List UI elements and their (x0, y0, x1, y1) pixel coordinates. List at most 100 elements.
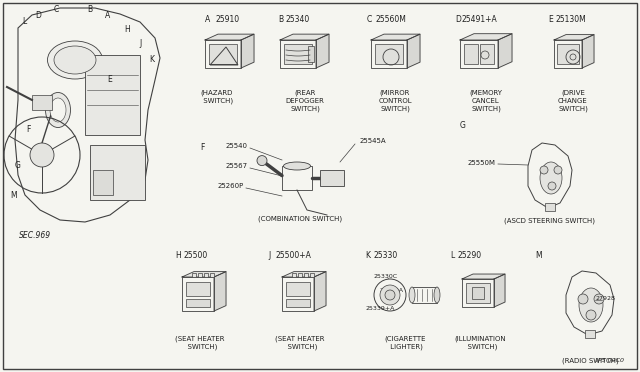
Text: 25560M: 25560M (375, 15, 406, 24)
Text: K: K (365, 251, 370, 260)
Polygon shape (407, 34, 420, 68)
Ellipse shape (45, 93, 70, 128)
Text: L: L (450, 251, 454, 260)
Polygon shape (241, 34, 254, 68)
Text: 25500+A: 25500+A (276, 251, 312, 260)
Text: H: H (175, 251, 180, 260)
Text: J: J (268, 251, 270, 260)
Text: 25500: 25500 (183, 251, 207, 260)
Text: K: K (150, 55, 154, 64)
Bar (210, 273, 214, 277)
Text: 25491+A: 25491+A (462, 15, 498, 24)
Bar (186, 282, 210, 296)
Text: F: F (200, 143, 204, 152)
Text: 25339+A: 25339+A (365, 306, 394, 311)
Polygon shape (498, 34, 512, 68)
Text: D: D (35, 12, 41, 20)
Text: (MEMORY
CANCEL
SWITCH): (MEMORY CANCEL SWITCH) (470, 90, 502, 112)
Bar (205, 40, 241, 68)
Circle shape (30, 143, 54, 167)
Text: 27928: 27928 (595, 296, 615, 301)
Text: H: H (124, 26, 130, 35)
Bar (284, 44, 312, 64)
Polygon shape (205, 34, 254, 40)
Text: (SEAT HEATER
  SWITCH): (SEAT HEATER SWITCH) (275, 335, 324, 350)
Polygon shape (566, 271, 614, 335)
Bar (310, 273, 314, 277)
Text: (SEAT HEATER
  SWITCH): (SEAT HEATER SWITCH) (175, 335, 225, 350)
Text: J: J (140, 39, 142, 48)
Circle shape (374, 279, 406, 311)
Text: (ASCD STEERING SWITCH): (ASCD STEERING SWITCH) (504, 217, 595, 224)
Text: 25340: 25340 (285, 15, 309, 24)
Bar (282, 166, 312, 190)
Bar (554, 40, 582, 68)
Polygon shape (554, 35, 594, 40)
Bar (282, 277, 314, 311)
Text: (DRIVE
CHANGE
SWITCH): (DRIVE CHANGE SWITCH) (558, 90, 588, 112)
Bar (464, 44, 478, 64)
Text: M: M (535, 251, 541, 260)
Ellipse shape (54, 46, 96, 74)
Text: E: E (108, 76, 113, 84)
Polygon shape (528, 143, 572, 208)
Bar (585, 330, 595, 338)
Text: G: G (460, 121, 466, 130)
Text: 25130M: 25130M (555, 15, 586, 24)
Text: 25290: 25290 (458, 251, 482, 260)
Text: C: C (53, 6, 59, 15)
Text: A: A (106, 12, 111, 20)
Polygon shape (182, 272, 226, 277)
Text: 25540: 25540 (226, 143, 248, 149)
Polygon shape (462, 274, 505, 279)
Text: 25330C: 25330C (373, 274, 397, 279)
Bar (209, 44, 237, 64)
Polygon shape (494, 274, 505, 307)
Polygon shape (460, 34, 512, 40)
Bar (557, 44, 579, 64)
Text: 25330A: 25330A (380, 288, 404, 293)
Bar (472, 287, 484, 299)
Text: (HAZARD
 SWITCH): (HAZARD SWITCH) (201, 90, 233, 105)
Circle shape (540, 166, 548, 174)
Text: SEC.969: SEC.969 (19, 231, 51, 240)
Bar (545, 203, 555, 211)
Circle shape (586, 310, 596, 320)
Bar (412, 287, 437, 303)
Bar (286, 282, 310, 296)
Text: M: M (11, 190, 17, 199)
Text: 25910: 25910 (215, 15, 239, 24)
Bar (480, 44, 494, 64)
Bar (320, 170, 344, 186)
Bar (280, 40, 316, 68)
Polygon shape (371, 34, 420, 40)
Circle shape (578, 294, 588, 304)
Circle shape (548, 182, 556, 190)
Bar (371, 40, 407, 68)
Polygon shape (214, 272, 226, 311)
Text: (COMBINATION SWITCH): (COMBINATION SWITCH) (258, 215, 342, 221)
Circle shape (554, 166, 562, 174)
Ellipse shape (579, 288, 603, 322)
Bar (308, 46, 314, 62)
Ellipse shape (434, 287, 440, 303)
Polygon shape (316, 34, 329, 68)
Polygon shape (15, 8, 160, 222)
Text: A: A (205, 15, 211, 24)
Ellipse shape (409, 287, 415, 303)
Bar (186, 299, 210, 307)
Ellipse shape (50, 98, 66, 122)
Bar (32, 95, 52, 110)
Text: B: B (278, 15, 283, 24)
Bar (198, 273, 202, 277)
Bar (462, 279, 494, 307)
Polygon shape (280, 34, 329, 40)
Bar (192, 273, 196, 277)
Circle shape (380, 285, 400, 305)
Bar (90, 145, 145, 200)
Text: (CIGARETTE
 LIGHTER): (CIGARETTE LIGHTER) (384, 335, 426, 350)
Polygon shape (282, 272, 326, 277)
Text: (REAR
DEFOGGER
SWITCH): (REAR DEFOGGER SWITCH) (285, 90, 324, 112)
Circle shape (385, 290, 395, 300)
Ellipse shape (284, 162, 310, 170)
